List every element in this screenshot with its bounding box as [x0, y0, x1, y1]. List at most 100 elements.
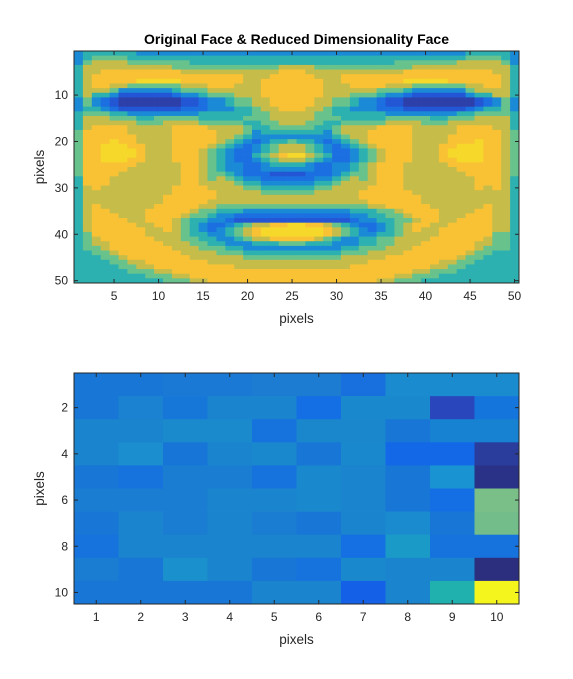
heatmap-cell: [456, 204, 466, 210]
heatmap-cell: [260, 259, 271, 265]
heatmap-cell: [323, 176, 333, 182]
heatmap-cell: [323, 213, 333, 219]
heatmap-cell: [510, 134, 520, 140]
heatmap-cell: [483, 231, 493, 237]
heatmap-cell: [483, 180, 493, 186]
heatmap-cell: [163, 227, 173, 233]
heatmap-cell: [198, 218, 208, 224]
heatmap-cell: [403, 106, 413, 112]
heatmap-cell: [349, 241, 360, 247]
heatmap-cell: [403, 60, 413, 66]
heatmap-cell: [474, 88, 484, 94]
heatmap-cell: [145, 106, 155, 112]
heatmap-cell: [376, 134, 386, 140]
heatmap-cell: [412, 92, 422, 98]
heatmap-cell: [74, 139, 84, 145]
heatmap-cell: [456, 111, 466, 117]
heatmap-cell: [109, 120, 119, 126]
heatmap-cell: [154, 259, 164, 265]
heatmap-cell: [91, 278, 102, 284]
heatmap-cell: [358, 134, 369, 140]
heatmap-cell: [367, 139, 377, 145]
heatmap-cell: [109, 83, 119, 89]
heatmap-cell: [278, 204, 288, 210]
heatmap-cell: [296, 227, 306, 233]
heatmap-cell: [269, 129, 280, 135]
heatmap-cell: [483, 227, 493, 233]
heatmap-cell: [109, 125, 119, 131]
heatmap-cell: [447, 204, 458, 210]
heatmap-cell: [91, 236, 102, 242]
heatmap-cell: [109, 111, 119, 117]
heatmap-cell: [474, 125, 484, 131]
heatmap-cell: [198, 64, 208, 70]
heatmap-cell: [243, 162, 253, 168]
heatmap-cell: [314, 255, 324, 261]
heatmap-cell: [100, 92, 110, 98]
heatmap-cell: [234, 148, 244, 154]
heatmap-cell: [163, 218, 173, 224]
heatmap-cell: [216, 92, 226, 98]
heatmap-cell: [154, 227, 164, 233]
heatmap-cell: [189, 51, 199, 56]
heatmap-cell: [216, 278, 226, 284]
heatmap-cell: [91, 60, 102, 66]
heatmap-cell: [474, 64, 484, 70]
heatmap-cell: [136, 194, 146, 200]
heatmap-cell: [447, 64, 458, 70]
heatmap-cell: [465, 241, 475, 247]
heatmap-cell: [305, 218, 315, 224]
heatmap-cell: [501, 88, 511, 94]
heatmap-cell: [189, 259, 199, 265]
heatmap-cell: [456, 278, 466, 284]
heatmap-cell: [412, 125, 422, 131]
heatmap-cell: [145, 129, 155, 135]
heatmap-cell: [91, 111, 102, 117]
heatmap-cell: [323, 148, 333, 154]
heatmap-cell: [154, 273, 164, 279]
heatmap-cell: [163, 208, 173, 214]
heatmap-cell: [323, 259, 333, 265]
heatmap-cell: [154, 148, 164, 154]
heatmap-cell: [74, 125, 84, 131]
heatmap-cell: [394, 51, 404, 56]
heatmap-cell: [118, 222, 128, 228]
heatmap-cell: [74, 419, 119, 443]
heatmap-cell: [100, 88, 110, 94]
heatmap-cell: [305, 92, 315, 98]
heatmap-cell: [136, 218, 146, 224]
heatmap-cell: [269, 115, 280, 121]
heatmap-cell: [171, 236, 182, 242]
heatmap-cell: [483, 120, 493, 126]
heatmap-cell: [171, 74, 182, 80]
x-tick-label: 10: [490, 610, 504, 624]
heatmap-cell: [287, 245, 297, 251]
heatmap-cell: [163, 488, 208, 512]
heatmap-cell: [483, 102, 493, 108]
heatmap-cell: [358, 185, 369, 191]
heatmap-cell: [456, 120, 466, 126]
heatmap-cell: [91, 259, 102, 265]
heatmap-cell: [287, 167, 297, 172]
heatmap-cell: [189, 115, 199, 121]
heatmap-cell: [109, 264, 119, 270]
heatmap-cell: [118, 134, 128, 140]
heatmap-cell: [456, 153, 466, 159]
heatmap-cell: [323, 204, 333, 210]
heatmap-cell: [216, 60, 226, 66]
heatmap-cell: [180, 231, 191, 237]
heatmap-cell: [189, 74, 199, 80]
heatmap-cell: [109, 273, 119, 279]
heatmap-cell: [421, 264, 431, 270]
heatmap-cell: [447, 236, 458, 242]
heatmap-cell: [82, 51, 93, 56]
heatmap-cell: [492, 273, 502, 279]
heatmap-cell: [430, 236, 440, 242]
heatmap-cell: [501, 60, 511, 66]
heatmap-cell: [198, 269, 208, 275]
heatmap-cell: [118, 273, 128, 279]
heatmap-cell: [252, 111, 262, 117]
heatmap-cell: [109, 60, 119, 66]
heatmap-cell: [180, 153, 191, 159]
heatmap-cell: [376, 129, 386, 135]
